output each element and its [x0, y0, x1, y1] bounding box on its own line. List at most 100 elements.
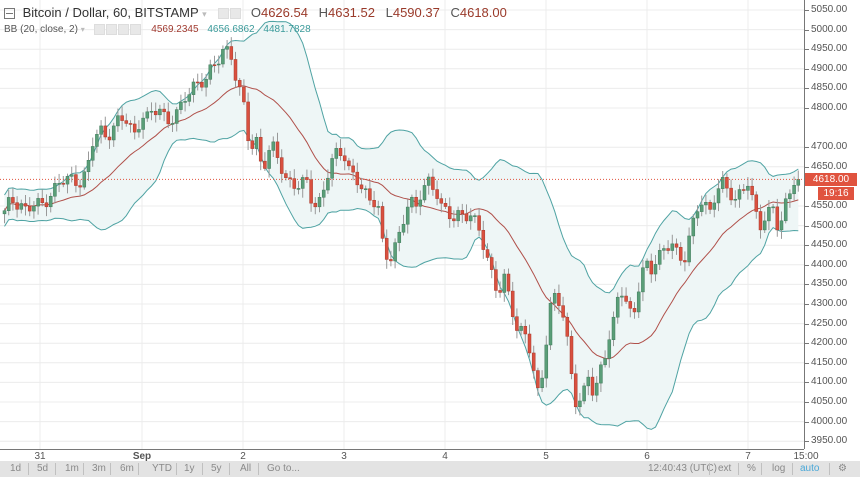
candle: [468, 215, 473, 222]
candle: [128, 123, 133, 125]
bb-lower-value: 4481.7828: [263, 24, 311, 36]
range-button-1m[interactable]: 1m: [65, 463, 79, 474]
candle: [687, 235, 691, 263]
separator: [761, 463, 762, 475]
indicator-title[interactable]: BB (20, close, 2): [4, 24, 78, 36]
candle: [145, 111, 150, 119]
range-button-1d[interactable]: 1d: [10, 463, 22, 474]
candle: [477, 215, 481, 231]
range-button-5y[interactable]: 5y: [211, 463, 222, 474]
candle: [124, 120, 129, 124]
price-tick: 4800.00: [804, 102, 848, 113]
log-toggle[interactable]: log: [772, 463, 786, 474]
auto-toggle[interactable]: auto: [800, 463, 820, 474]
range-button-5d[interactable]: 5d: [37, 463, 49, 474]
candle: [326, 177, 330, 191]
range-button-all[interactable]: All: [240, 463, 252, 474]
candle: [78, 185, 82, 188]
goto-button[interactable]: Go to...: [267, 463, 300, 474]
candle: [771, 206, 775, 209]
candlestick-chart[interactable]: [0, 0, 804, 449]
time-tick: 15:00: [793, 451, 819, 462]
candle: [666, 248, 670, 251]
high-value: 4631.52: [327, 5, 375, 20]
candle: [494, 269, 498, 291]
candle: [36, 198, 40, 207]
candle: [716, 188, 721, 204]
candle: [11, 197, 15, 203]
bar-countdown-label: 19:16: [818, 187, 854, 201]
candle: [44, 202, 49, 208]
price-axis[interactable]: 5050.00 5000.00 4950.00 4900.00 4850.00 4800.…: [804, 0, 860, 449]
candle: [61, 183, 66, 185]
ext-toggle[interactable]: ext: [718, 463, 732, 474]
candle: [74, 174, 78, 186]
candle: [267, 150, 271, 169]
close-value: 4618.00: [459, 5, 507, 20]
candle: [762, 220, 767, 231]
time-tick: 3: [341, 451, 347, 462]
separator: [829, 463, 830, 475]
range-button-1y[interactable]: 1y: [184, 463, 195, 474]
candle: [48, 195, 53, 208]
candle: [187, 94, 192, 102]
candle: [737, 189, 742, 200]
candle: [464, 213, 469, 222]
separator: [202, 463, 203, 475]
candle: [641, 267, 645, 293]
candle: [435, 189, 439, 199]
price-tick: 4150.00: [804, 356, 848, 368]
indicator-settings-icon[interactable]: [105, 24, 117, 35]
candle: [754, 194, 759, 212]
price-tick: 4400.00: [804, 258, 848, 270]
candle: [414, 196, 418, 207]
price-tick: 5000.00: [804, 23, 848, 35]
separator: [28, 463, 29, 475]
price-tick: 4350.00: [804, 278, 848, 290]
candle: [23, 203, 28, 207]
candle: [279, 157, 284, 174]
indicator-dropdown-icon[interactable]: ▾: [80, 25, 85, 35]
candle: [767, 207, 771, 222]
candle: [292, 178, 297, 189]
candle: [208, 64, 213, 80]
chart-area[interactable]: [0, 0, 804, 449]
open-label: O: [250, 5, 261, 20]
candle: [120, 115, 124, 121]
visibility-icon[interactable]: [218, 8, 230, 20]
bollinger-lower-band: [4, 129, 799, 430]
candle: [347, 160, 351, 167]
gear-icon[interactable]: ⚙: [838, 463, 847, 474]
candle: [729, 187, 733, 201]
collapse-legend-icon[interactable]: [4, 8, 15, 20]
price-tick: 5050.00: [804, 4, 848, 15]
separator: [110, 463, 111, 475]
symbol-title[interactable]: Bitcoin / Dollar, 60, BITSTAMP: [22, 5, 199, 20]
candle: [309, 179, 313, 204]
price-tick: 4700.00: [804, 141, 848, 153]
range-button-3m[interactable]: 3m: [92, 463, 106, 474]
time-axis[interactable]: 31 Sep 2 3 4 5 6 7 15:00: [0, 449, 819, 462]
price-tick: 4100.00: [804, 376, 848, 388]
settings-icon[interactable]: [230, 8, 242, 20]
low-label: L: [385, 5, 393, 20]
indicator-visibility-icon[interactable]: [93, 24, 105, 35]
price-tick: 4900.00: [804, 62, 848, 74]
separator: [83, 463, 84, 475]
percent-toggle[interactable]: %: [747, 463, 756, 474]
candle: [439, 198, 444, 204]
candle: [565, 316, 570, 337]
indicator-remove-icon[interactable]: [129, 24, 141, 35]
time-tick: 6: [644, 451, 650, 462]
indicator-add-icon[interactable]: [117, 24, 129, 35]
symbol-dropdown-icon[interactable]: ▾: [202, 9, 207, 19]
candle: [779, 220, 784, 231]
range-button-6m[interactable]: 6m: [120, 463, 134, 474]
range-button-ytd[interactable]: YTD: [152, 463, 172, 474]
candle: [792, 185, 796, 195]
candle: [317, 197, 322, 208]
candle: [758, 211, 763, 231]
candle: [674, 243, 679, 248]
candle: [557, 293, 561, 306]
candle: [221, 49, 225, 65]
